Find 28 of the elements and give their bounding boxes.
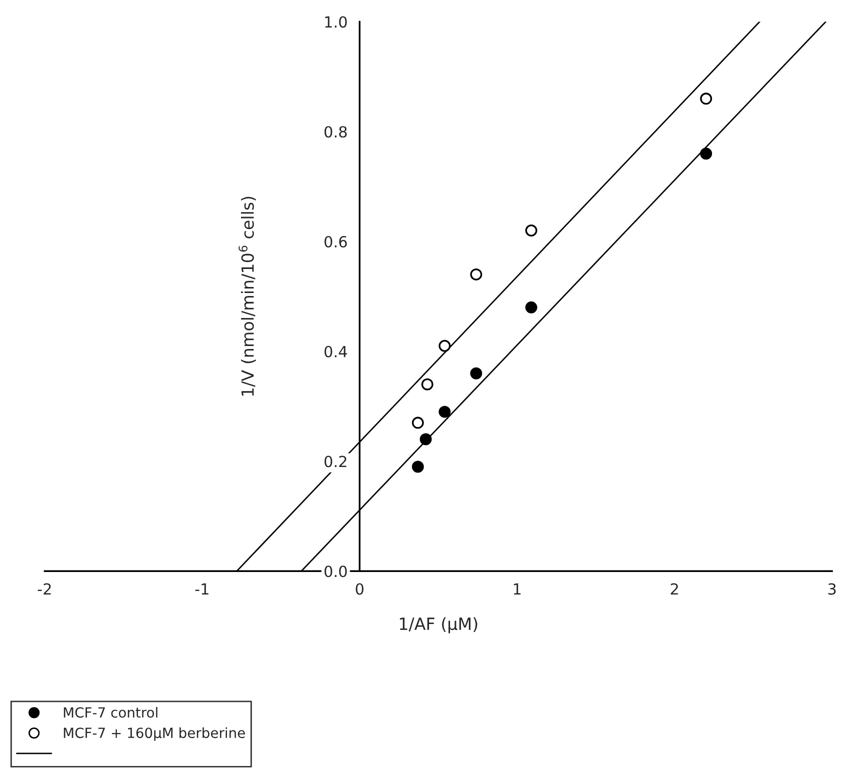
point (412, 460, 424, 473)
legend-label: MCF-7 + 160μM berberine (64, 727, 245, 741)
point (470, 268, 482, 280)
y-axis-title: 1/V (nmol/min/10$^{6}$ cells) (238, 196, 256, 396)
point (438, 406, 451, 418)
point (525, 301, 538, 314)
point (700, 92, 712, 105)
point (525, 224, 538, 236)
y-tick-label: 0.2 (324, 456, 346, 468)
y-tick-label: 0.8 (324, 126, 347, 138)
y-tick-label: 0.4 (324, 346, 347, 358)
y-tick-label: 0.6 (324, 236, 347, 248)
legend-label: MCF-7 control (64, 706, 158, 718)
point (421, 378, 434, 390)
point (438, 340, 451, 352)
x-axis-title: 1/AF (μM) (400, 617, 478, 634)
x-tick-label: 2 (670, 583, 678, 595)
point (420, 433, 432, 446)
x-tick-label: -2 (38, 583, 51, 595)
x-tick-label: -1 (195, 583, 208, 595)
point (412, 416, 424, 429)
y-tick-label: 1.0 (325, 16, 347, 28)
point (470, 367, 482, 380)
x-tick-label: 3 (828, 583, 836, 595)
x-tick-label: 0 (356, 583, 364, 595)
x-tick-label: 1 (514, 583, 521, 595)
point (700, 148, 712, 160)
y-tick-label: 0.0 (324, 566, 347, 578)
